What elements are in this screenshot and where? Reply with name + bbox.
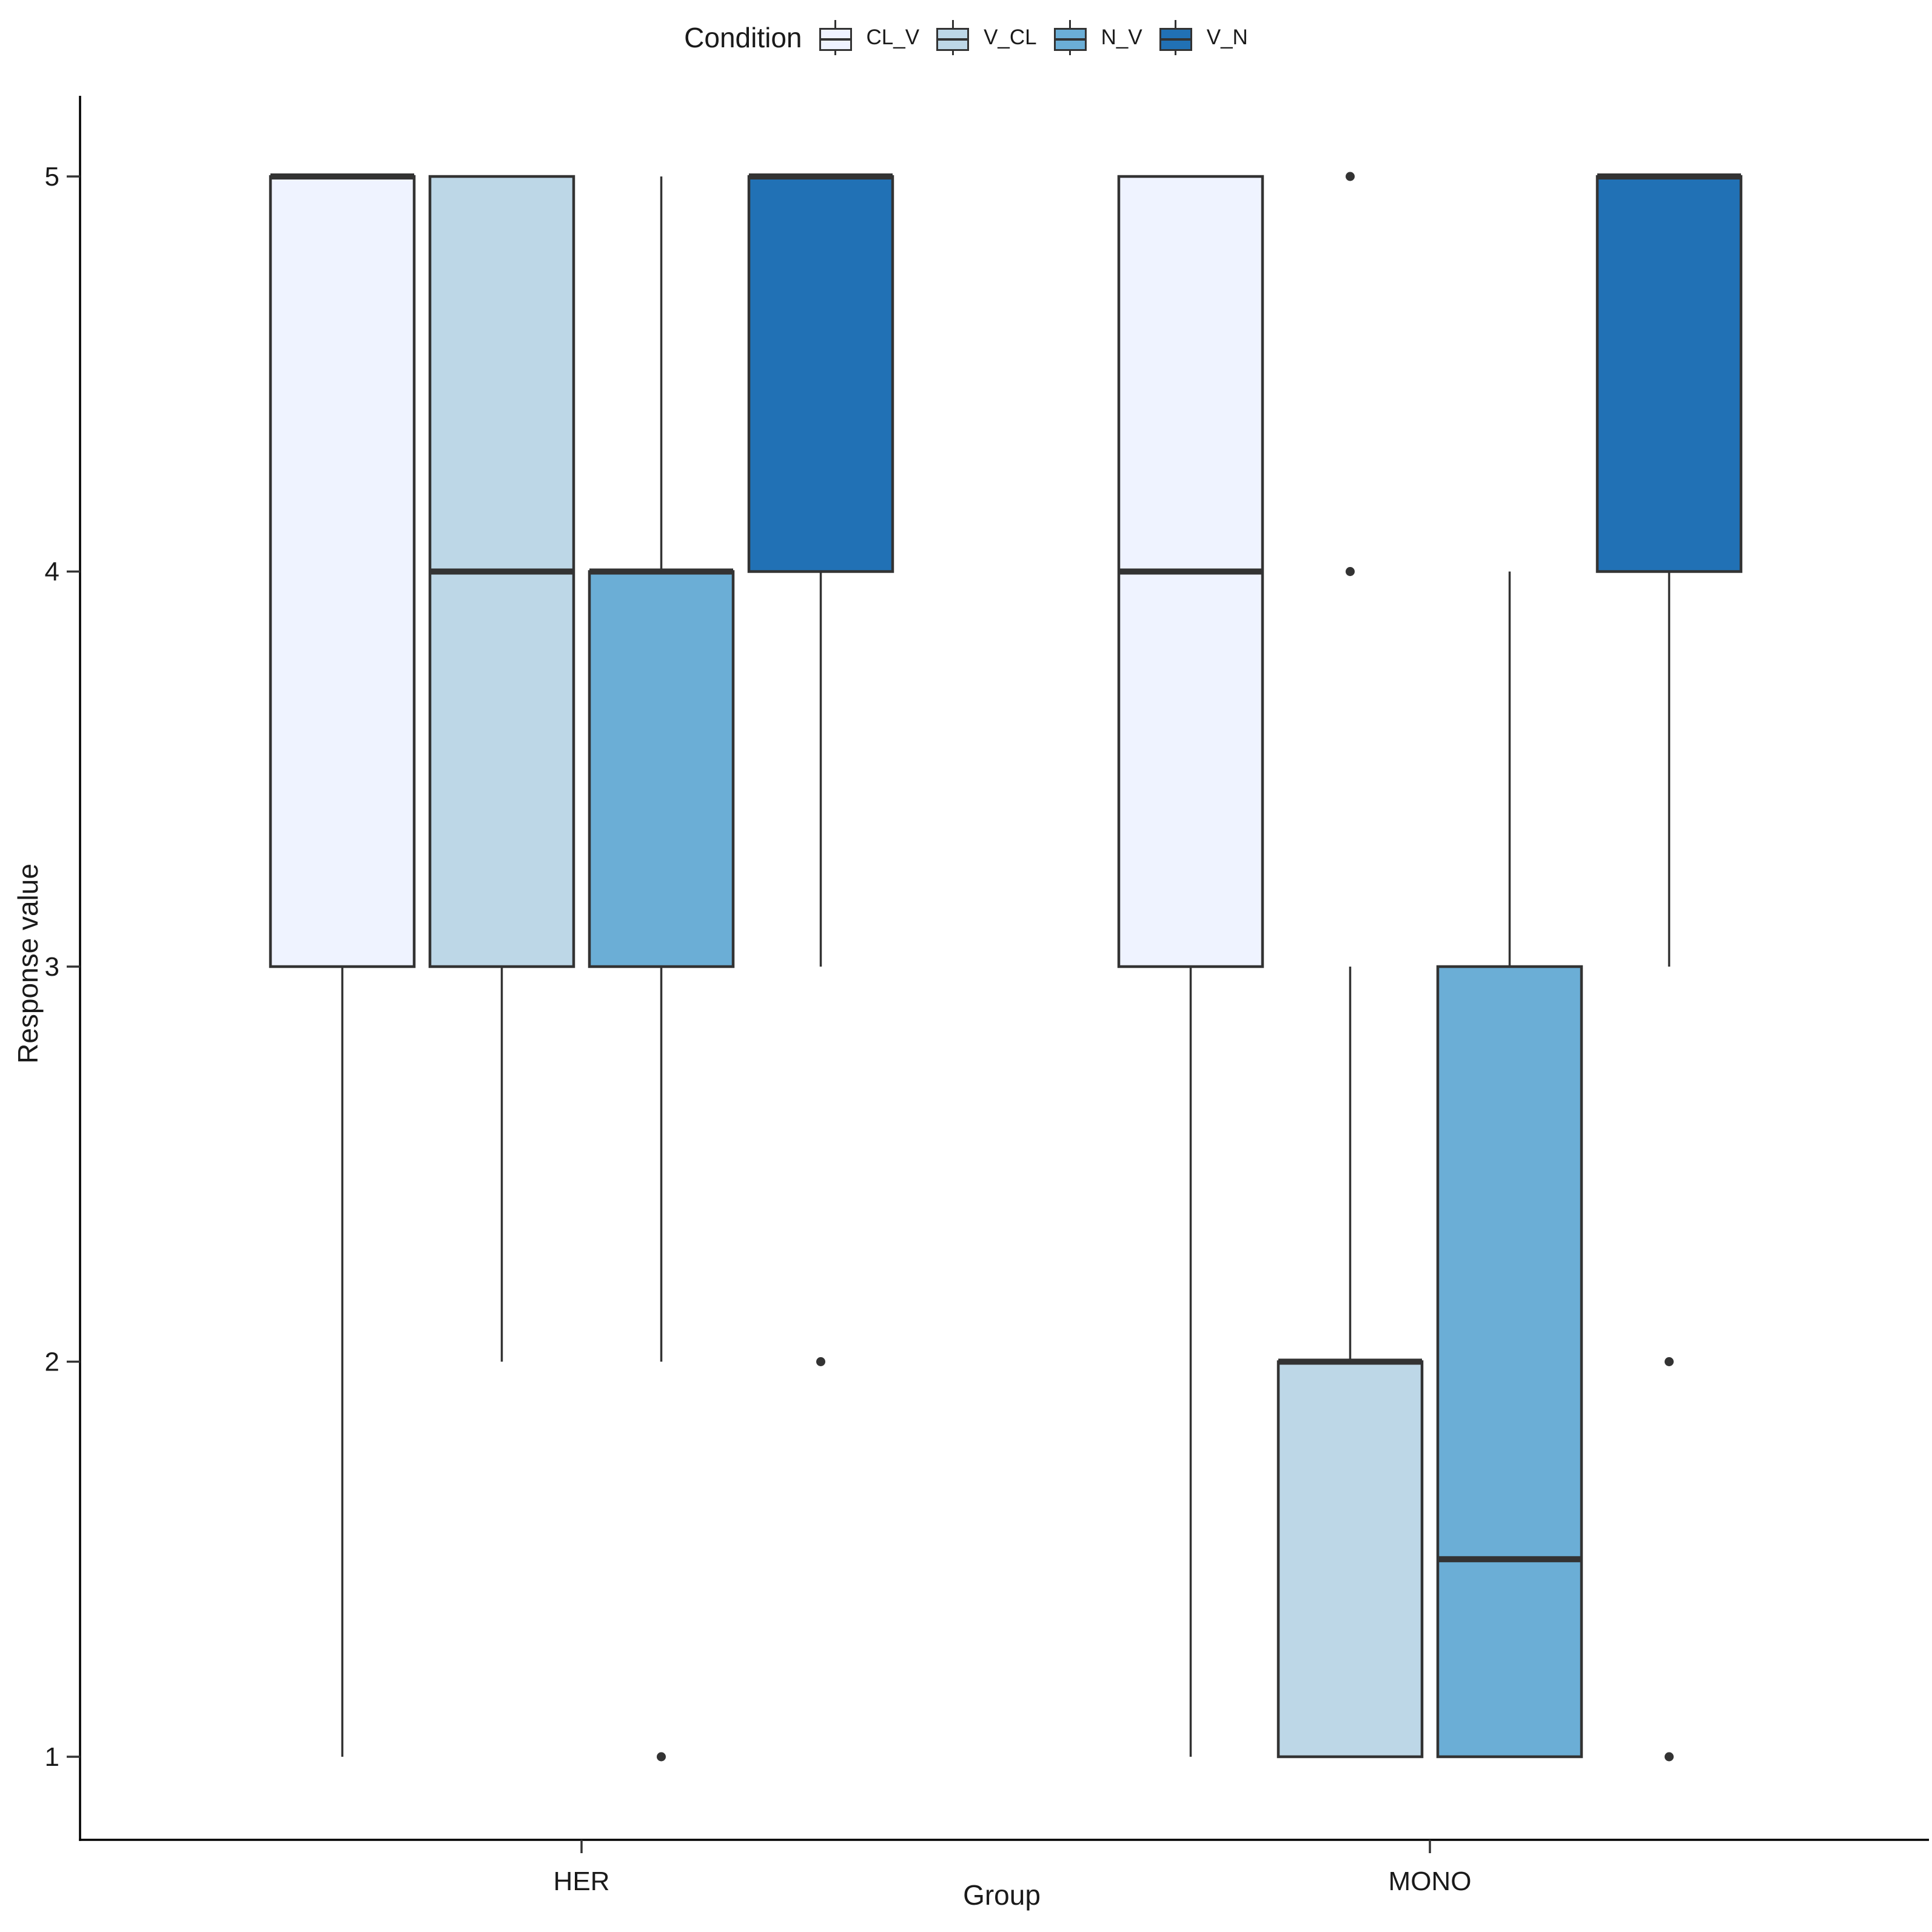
box-rect-HER-N_V	[588, 570, 735, 968]
outlier-point-MONO-V_CL-4	[1346, 567, 1355, 576]
legend-item-N_V: N_V	[1053, 20, 1142, 55]
legend: Condition CL_V V_CL N_V V_N	[0, 11, 1932, 64]
legend-key-box	[1159, 28, 1192, 51]
box-rect-MONO-N_V	[1436, 965, 1583, 1759]
legend-label-N_V: N_V	[1101, 25, 1142, 49]
legend-key-median	[1055, 38, 1085, 41]
x-axis-title: Group	[963, 1879, 1041, 1911]
x-tick-label-HER: HER	[554, 1867, 610, 1896]
legend-key-box	[819, 28, 852, 51]
y-tick-label-5: 5	[45, 162, 59, 192]
legend-label-CL_V: CL_V	[866, 25, 920, 49]
legend-item-V_N: V_N	[1159, 20, 1248, 55]
legend-key-box	[936, 28, 970, 51]
y-tick-label-4: 4	[45, 557, 59, 587]
legend-key-box	[1053, 28, 1087, 51]
legend-label-V_N: V_N	[1206, 25, 1248, 49]
outlier-point-MONO-V_CL-5	[1346, 172, 1355, 181]
box-rect-HER-V_N	[747, 175, 894, 573]
outlier-point-MONO-V_N-2	[1665, 1357, 1674, 1366]
box-rect-HER-CL_V	[269, 175, 416, 968]
outlier-point-HER-V_N-2	[816, 1357, 825, 1366]
outlier-point-HER-N_V-1	[657, 1752, 666, 1762]
legend-label-V_CL: V_CL	[984, 25, 1037, 49]
legend-key-boxplot-glyph-V_CL	[936, 20, 970, 55]
y-tick-label-1: 1	[45, 1742, 59, 1772]
box-rect-MONO-V_N	[1595, 175, 1743, 573]
legend-key-boxplot-glyph-V_N	[1159, 20, 1192, 55]
legend-key-boxplot-glyph-CL_V	[819, 20, 852, 55]
x-tick-label-MONO: MONO	[1389, 1867, 1472, 1896]
legend-key-median	[820, 38, 850, 41]
box-rect-MONO-V_CL	[1276, 1360, 1424, 1759]
legend-items: CL_V V_CL N_V V_N	[819, 20, 1248, 55]
legend-item-V_CL: V_CL	[936, 20, 1037, 55]
outlier-point-MONO-V_N-1	[1665, 1752, 1674, 1762]
legend-item-CL_V: CL_V	[819, 20, 920, 55]
legend-key-median	[1161, 38, 1190, 41]
y-tick-label-3: 3	[45, 952, 59, 982]
legend-key-median	[938, 38, 968, 41]
y-axis-title: Response value	[12, 864, 44, 1064]
legend-key-boxplot-glyph-N_V	[1053, 20, 1087, 55]
y-tick-label-2: 2	[45, 1347, 59, 1377]
legend-title: Condition	[684, 22, 802, 53]
